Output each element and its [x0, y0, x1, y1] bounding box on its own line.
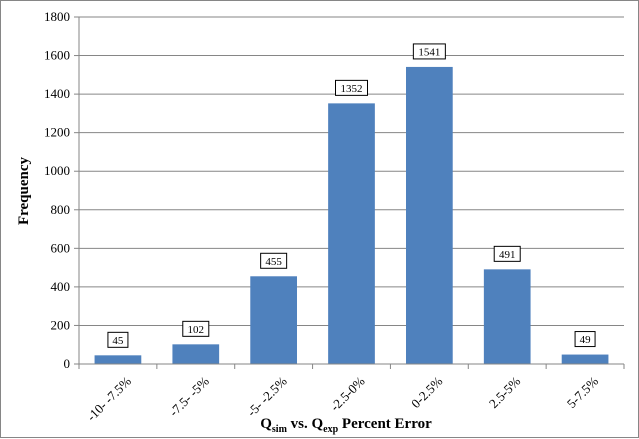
- data-label-box: [493, 245, 521, 262]
- y-tick-label: 600: [51, 240, 71, 255]
- x-title-q2: Q: [312, 416, 324, 432]
- data-label-box: [182, 320, 210, 337]
- y-tick-label: 800: [51, 202, 71, 217]
- data-label-text: 491: [499, 249, 516, 261]
- bars: [94, 66, 609, 364]
- data-label: 1541: [412, 43, 446, 60]
- data-label: 102: [182, 320, 210, 337]
- data-label-text: 455: [265, 256, 282, 268]
- data-label-box: [335, 79, 368, 96]
- data-label-text: 1541: [418, 46, 440, 58]
- bar: [172, 344, 220, 364]
- bar: [250, 276, 297, 364]
- data-label-box: [260, 252, 288, 269]
- x-title-rest: Percent Error: [338, 416, 432, 432]
- x-title-vs: vs.: [287, 416, 312, 432]
- x-axis-title: Qsim vs. Qexp Percent Error: [260, 416, 432, 435]
- data-label-box: [412, 43, 446, 60]
- y-tick-label: 200: [51, 317, 71, 332]
- x-tick-label: 5-7.5%: [564, 373, 602, 411]
- x-tick-label: -10- -7.5%: [84, 373, 135, 424]
- data-label: 1352: [335, 79, 368, 96]
- bar: [328, 103, 375, 364]
- y-tick-label: 1800: [44, 9, 70, 24]
- x-title-q2-sub: exp: [323, 424, 338, 435]
- bar: [483, 269, 531, 364]
- x-tick-label: 0-2.5%: [408, 373, 446, 411]
- y-tick-label: 1000: [44, 163, 70, 178]
- axes: [78, 17, 625, 369]
- x-tick-label: -5- -2.5%: [244, 373, 290, 419]
- bar: [561, 354, 609, 364]
- data-label-text: 1352: [341, 83, 363, 95]
- data-label: 49: [574, 331, 596, 348]
- y-tick-label: 0: [64, 356, 71, 371]
- y-tick-label: 1200: [44, 125, 70, 140]
- data-label-text: 49: [580, 334, 592, 346]
- bar: [94, 355, 142, 364]
- bar: [406, 66, 453, 364]
- data-label-text: 102: [188, 324, 205, 336]
- y-tick-label: 400: [51, 279, 71, 294]
- data-label: 491: [493, 245, 521, 262]
- data-label-text: 45: [112, 335, 124, 347]
- data-label: 455: [260, 252, 288, 269]
- y-axis-title: Frequency: [16, 156, 32, 225]
- data-label-box: [574, 331, 596, 348]
- x-tick-label: 2.5-5%: [486, 373, 524, 411]
- y-tick-label: 1600: [44, 48, 70, 63]
- x-title-q1: Q: [260, 416, 272, 432]
- y-tick-label: 1400: [44, 86, 70, 101]
- x-tick-label: -7.5- -5%: [166, 373, 212, 419]
- data-label: 45: [107, 331, 129, 348]
- y-tick-labels: 0 200 400 600 800 1000 1200 1400 1600 1800: [44, 9, 70, 371]
- x-title-q1-sub: sim: [272, 424, 288, 435]
- data-label-box: [107, 331, 129, 348]
- data-labels: 45 102 455 1352 1541 491 49: [107, 43, 596, 348]
- x-tick-label: -2.5-0%: [327, 373, 368, 414]
